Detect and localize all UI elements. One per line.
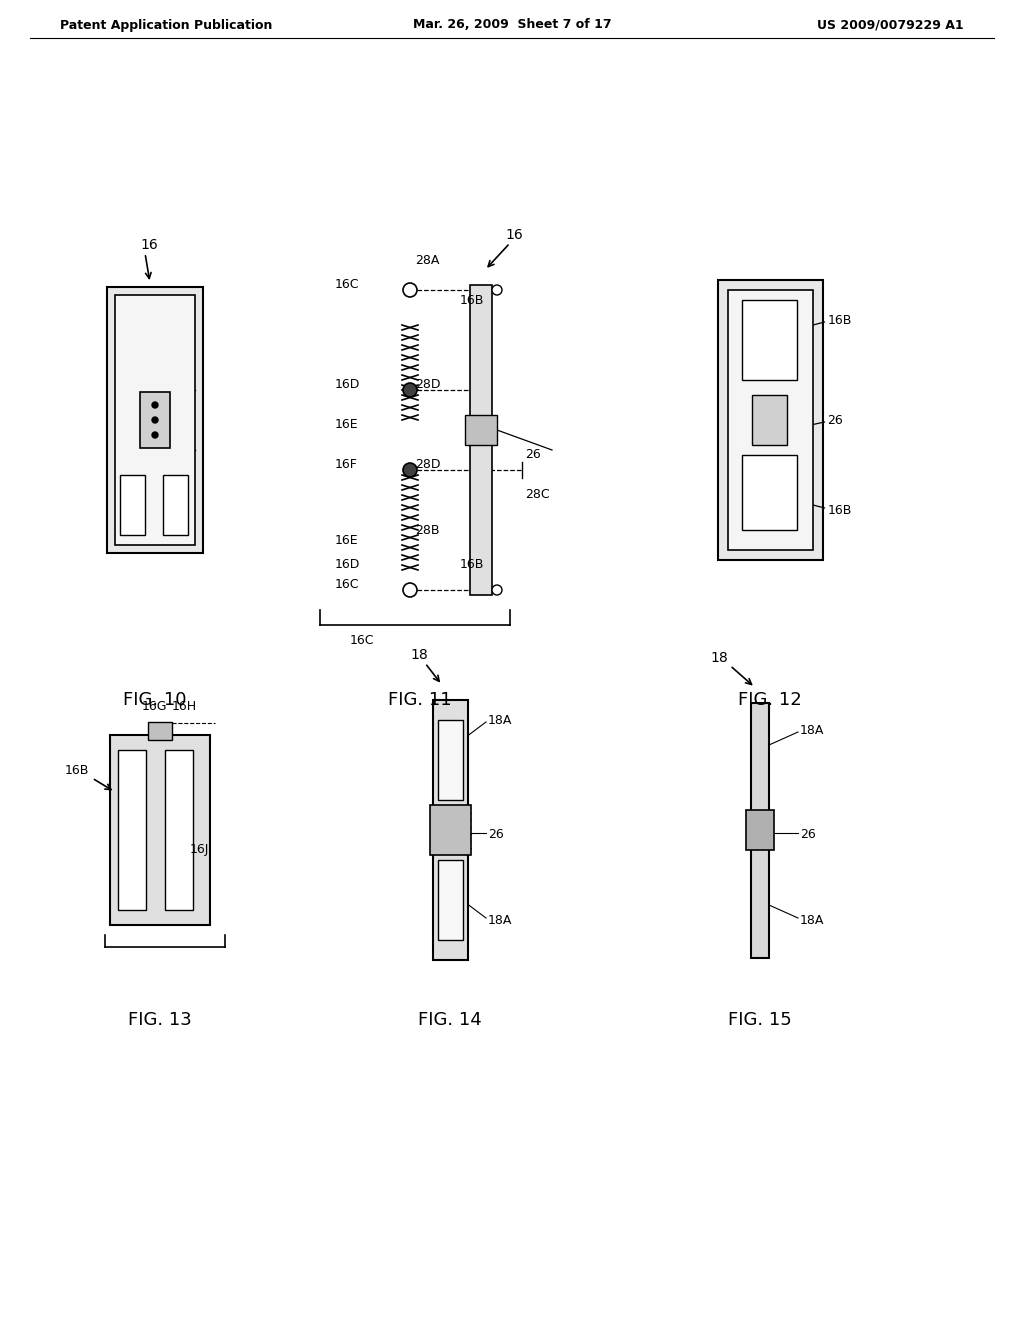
Bar bbox=[106, 286, 203, 553]
Text: 16G: 16G bbox=[142, 701, 168, 714]
Text: 16C: 16C bbox=[335, 279, 359, 292]
Text: 26: 26 bbox=[525, 449, 541, 462]
Bar bbox=[140, 392, 170, 447]
Text: FIG. 10: FIG. 10 bbox=[123, 690, 186, 709]
Text: 28B: 28B bbox=[415, 524, 439, 536]
Text: 16C: 16C bbox=[335, 578, 359, 591]
Text: 18A: 18A bbox=[488, 913, 512, 927]
Text: FIG. 14: FIG. 14 bbox=[418, 1011, 482, 1030]
Text: 18A: 18A bbox=[800, 913, 824, 927]
Circle shape bbox=[152, 417, 158, 422]
Bar bbox=[742, 300, 797, 380]
Text: Mar. 26, 2009  Sheet 7 of 17: Mar. 26, 2009 Sheet 7 of 17 bbox=[413, 18, 611, 32]
Text: Patent Application Publication: Patent Application Publication bbox=[60, 18, 272, 32]
Text: 28D: 28D bbox=[415, 379, 440, 392]
Bar bbox=[718, 280, 822, 560]
Text: 18: 18 bbox=[710, 651, 728, 664]
Bar bbox=[148, 722, 172, 741]
Text: 16H: 16H bbox=[172, 701, 198, 714]
Text: 16D: 16D bbox=[335, 379, 360, 392]
Bar bbox=[437, 719, 463, 800]
Text: 16B: 16B bbox=[827, 314, 852, 326]
Circle shape bbox=[403, 583, 417, 597]
Text: 16B: 16B bbox=[65, 763, 89, 776]
Bar bbox=[746, 810, 774, 850]
Text: 16J: 16J bbox=[190, 843, 209, 857]
Text: 16D: 16D bbox=[335, 558, 360, 572]
Text: 16F: 16F bbox=[335, 458, 357, 471]
Text: 26: 26 bbox=[488, 829, 504, 842]
Circle shape bbox=[403, 463, 417, 477]
Text: 18A: 18A bbox=[488, 714, 512, 726]
Text: 16B: 16B bbox=[460, 293, 484, 306]
Bar bbox=[751, 702, 769, 957]
Text: 18A: 18A bbox=[800, 723, 824, 737]
Bar bbox=[115, 294, 195, 545]
Text: FIG. 13: FIG. 13 bbox=[128, 1011, 191, 1030]
Text: 18: 18 bbox=[410, 648, 428, 663]
Circle shape bbox=[492, 285, 502, 294]
Bar bbox=[727, 290, 812, 550]
Bar bbox=[465, 414, 497, 445]
Bar bbox=[163, 475, 188, 535]
Circle shape bbox=[492, 585, 502, 595]
Bar bbox=[742, 455, 797, 531]
Bar bbox=[118, 750, 146, 909]
Bar bbox=[432, 700, 468, 960]
Text: FIG. 15: FIG. 15 bbox=[728, 1011, 792, 1030]
Text: 16C: 16C bbox=[350, 634, 375, 647]
Text: 16: 16 bbox=[140, 238, 158, 252]
Text: FIG. 11: FIG. 11 bbox=[388, 690, 452, 709]
Text: FIG. 12: FIG. 12 bbox=[738, 690, 802, 709]
Text: 28A: 28A bbox=[415, 253, 439, 267]
Bar bbox=[120, 475, 145, 535]
Text: 16B: 16B bbox=[460, 558, 484, 572]
Circle shape bbox=[152, 403, 158, 408]
Text: 28C: 28C bbox=[525, 488, 550, 502]
Text: 26: 26 bbox=[827, 413, 843, 426]
Circle shape bbox=[403, 383, 417, 397]
Bar bbox=[110, 735, 210, 925]
Bar bbox=[437, 861, 463, 940]
Text: 16E: 16E bbox=[335, 533, 358, 546]
Circle shape bbox=[152, 432, 158, 438]
Text: US 2009/0079229 A1: US 2009/0079229 A1 bbox=[817, 18, 964, 32]
Text: 16B: 16B bbox=[827, 503, 852, 516]
Bar bbox=[165, 750, 193, 909]
Circle shape bbox=[403, 282, 417, 297]
Text: 16: 16 bbox=[505, 228, 522, 242]
Bar bbox=[429, 805, 470, 855]
Bar bbox=[470, 285, 492, 595]
Bar bbox=[752, 395, 787, 445]
Text: 28D: 28D bbox=[415, 458, 440, 471]
Text: 26: 26 bbox=[800, 829, 816, 842]
Text: 16E: 16E bbox=[335, 418, 358, 432]
